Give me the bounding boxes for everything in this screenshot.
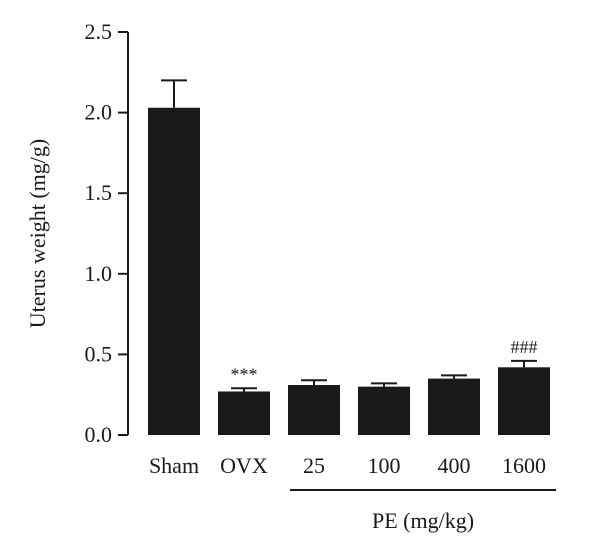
x-tick-label: 100 xyxy=(368,453,401,478)
bar xyxy=(358,386,410,435)
y-tick-label: 1.0 xyxy=(85,261,113,286)
significance-annotation: *** xyxy=(231,364,258,384)
bar xyxy=(148,107,200,435)
bar xyxy=(428,378,480,435)
bar xyxy=(498,367,550,435)
y-axis: 0.0 0.5 1.0 1.5 2.0 2.5 xyxy=(85,19,129,447)
y-axis-title: Uterus weight (mg/g) xyxy=(25,139,50,328)
x-tick-label: Sham xyxy=(149,453,199,478)
significance-annotation: ### xyxy=(511,337,538,357)
y-tick-label: 2.0 xyxy=(85,100,113,125)
y-tick-label: 2.5 xyxy=(85,19,113,44)
x-tick-label: 400 xyxy=(438,453,471,478)
bar xyxy=(288,385,340,435)
y-tick-label: 0.5 xyxy=(85,341,113,366)
x-tick-label: 1600 xyxy=(502,453,546,478)
bar xyxy=(218,391,270,435)
bars-layer: *** ### xyxy=(148,79,550,435)
category-labels: Sham OVX 25 100 400 1600 xyxy=(149,453,546,478)
y-tick-label: 0.0 xyxy=(85,422,113,447)
group-label: PE (mg/kg) xyxy=(372,508,474,533)
y-tick-label: 1.5 xyxy=(85,180,113,205)
x-tick-label: 25 xyxy=(303,453,325,478)
x-tick-label: OVX xyxy=(220,453,268,478)
